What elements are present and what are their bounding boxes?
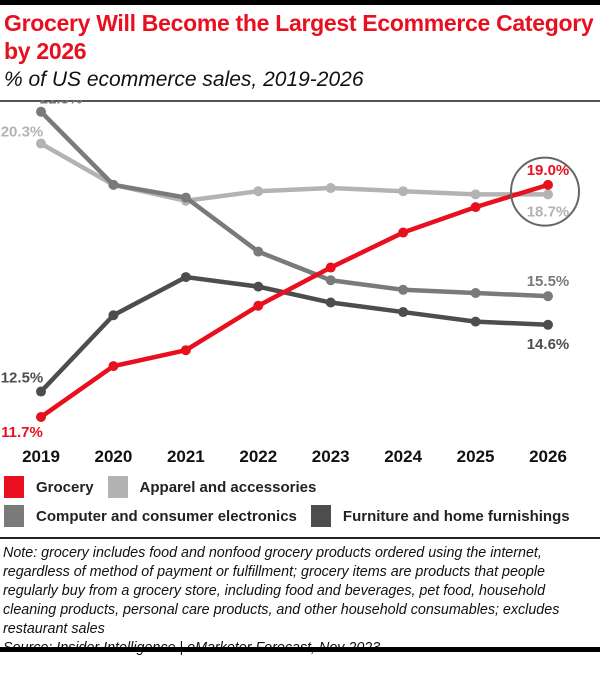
data-point (470, 202, 481, 213)
x-tick-label: 2019 (22, 447, 60, 466)
divider (0, 100, 600, 102)
data-label: 14.6% (527, 336, 570, 353)
data-point (543, 189, 553, 200)
data-point (253, 300, 264, 311)
line-chart: 21.3% 20.3% 12.5% 11.7% 19.0% 18.7% 15.5% 14.6%… (1, 100, 580, 466)
data-label: 21.3% (40, 100, 83, 108)
chart-title: Grocery Will Become the Largest Ecommerc… (4, 10, 594, 64)
data-point (325, 183, 336, 194)
data-point (36, 138, 46, 149)
data-point (108, 310, 119, 321)
data-point (470, 316, 481, 327)
data-point (398, 284, 409, 295)
x-tick-label: 2026 (529, 447, 567, 466)
data-point (36, 412, 46, 422)
x-tick-label: 2020 (95, 447, 133, 466)
legend-swatch (310, 505, 331, 527)
note-text: Note: grocery includes food and nonfood … (3, 545, 560, 637)
chart-subtitle: % of US ecommerce sales, 2019-2026 (4, 68, 364, 91)
data-point (543, 179, 553, 190)
series-line-0 (39, 182, 549, 419)
data-label: 20.3% (1, 124, 44, 141)
data-point (398, 227, 409, 238)
highlight-circle (510, 156, 580, 227)
data-label: 12.5% (1, 370, 44, 387)
series-line-3 (39, 274, 549, 394)
divider (0, 537, 600, 539)
data-point (36, 386, 46, 397)
data-point (180, 345, 191, 356)
legend-label: Furniture and home furnishings (342, 507, 570, 525)
x-tick-label: 2023 (312, 447, 350, 466)
data-point (108, 361, 119, 372)
data-point (180, 192, 191, 203)
data-point (398, 307, 409, 318)
data-point (108, 179, 119, 190)
legend-label: Computer and consumer electronics (36, 507, 297, 525)
data-point (36, 106, 46, 117)
data-point (470, 189, 481, 200)
data-label: 11.7% (1, 424, 43, 441)
footnote: Note: grocery includes food and nonfood … (3, 544, 599, 658)
data-point (543, 291, 553, 302)
data-label: 18.7% (527, 203, 570, 220)
data-label: 19.0% (527, 162, 570, 179)
legend-swatch (107, 476, 128, 498)
x-tick-label: 2022 (239, 447, 277, 466)
legend-item-grocery: Grocery Apparel and accessories (4, 476, 316, 498)
bottom-bar (0, 647, 600, 652)
top-bar (0, 0, 600, 5)
data-point (180, 272, 191, 283)
legend-item-computer: Computer and consumer electronics Furnit… (4, 505, 570, 527)
data-point (543, 319, 553, 330)
data-point (470, 287, 481, 298)
data-point (398, 186, 409, 197)
legend-label: Apparel and accessories (139, 478, 317, 496)
data-point (325, 275, 336, 286)
data-point (253, 186, 264, 197)
data-point (325, 297, 336, 308)
x-tick-label: 2024 (384, 447, 422, 466)
data-label: 15.5% (527, 273, 570, 290)
data-point (253, 281, 264, 292)
data-point (325, 262, 336, 273)
legend-swatch (4, 476, 24, 498)
legend-swatch (4, 505, 24, 527)
legend-label: Grocery (36, 478, 94, 496)
x-tick-label: 2025 (457, 447, 495, 466)
data-point (253, 246, 264, 257)
x-tick-label: 2021 (167, 447, 205, 466)
series-line-2 (39, 110, 549, 299)
